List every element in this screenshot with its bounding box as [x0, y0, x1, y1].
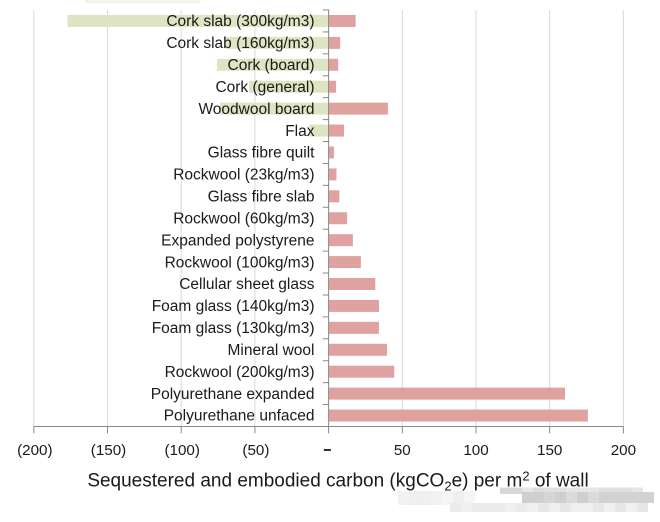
svg-text:Cork (board): Cork (board) — [228, 57, 315, 74]
svg-text:(100): (100) — [164, 442, 199, 459]
svg-text:Polyurethane unfaced: Polyurethane unfaced — [164, 408, 315, 425]
svg-text:Foam glass (130kg/m3): Foam glass (130kg/m3) — [152, 320, 315, 337]
svg-text:50: 50 — [394, 442, 411, 459]
svg-text:(150): (150) — [91, 442, 126, 459]
svg-text:200: 200 — [611, 442, 636, 459]
svg-text:(50): (50) — [242, 442, 269, 459]
svg-text:Flax: Flax — [285, 123, 315, 140]
svg-text:(200): (200) — [17, 442, 52, 459]
svg-text:Mineral wool: Mineral wool — [227, 342, 314, 359]
svg-text:Foam glass (140kg/m3): Foam glass (140kg/m3) — [152, 298, 315, 315]
svg-text:Rockwool (200kg/m3): Rockwool (200kg/m3) — [165, 364, 315, 381]
svg-text:Glass fibre quilt: Glass fibre quilt — [208, 145, 316, 162]
svg-text:Polyurethane expanded: Polyurethane expanded — [151, 386, 315, 403]
svg-text:Cork (general): Cork (general) — [215, 79, 314, 96]
svg-text:Rockwool (23kg/m3): Rockwool (23kg/m3) — [173, 167, 314, 184]
svg-text:Cork slab (300kg/m3): Cork slab (300kg/m3) — [166, 13, 314, 30]
svg-text:Glass fibre slab: Glass fibre slab — [208, 189, 315, 206]
svg-text:100: 100 — [463, 442, 488, 459]
svg-text:150: 150 — [537, 442, 562, 459]
svg-text:Rockwool (60kg/m3): Rockwool (60kg/m3) — [173, 210, 314, 227]
svg-text:Rockwool (100kg/m3): Rockwool (100kg/m3) — [165, 254, 315, 271]
svg-text:Expanded polystyrene: Expanded polystyrene — [161, 232, 314, 249]
svg-text:Cork slab (160kg/m3): Cork slab (160kg/m3) — [166, 35, 314, 52]
svg-text:Woodwool board: Woodwool board — [198, 101, 314, 118]
svg-text:Cellular sheet glass: Cellular sheet glass — [179, 276, 315, 293]
